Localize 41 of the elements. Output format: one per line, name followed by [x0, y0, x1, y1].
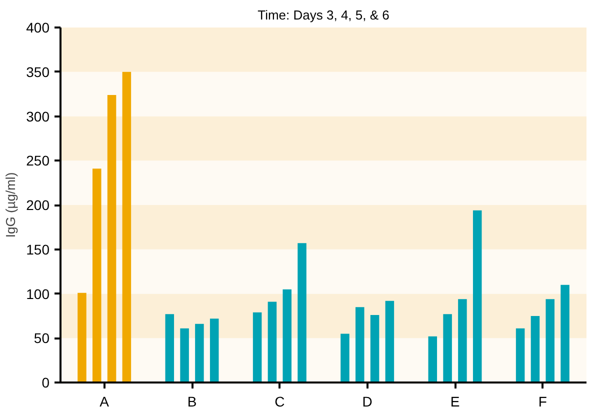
bar: [443, 314, 452, 382]
x-tick-label: B: [187, 394, 197, 410]
bar: [370, 315, 380, 382]
bar: [458, 299, 467, 382]
y-tick-label: 100: [26, 286, 50, 302]
bar: [195, 324, 204, 382]
bar: [268, 302, 277, 382]
bar: [210, 318, 219, 382]
bar: [78, 292, 86, 382]
x-tick-label: C: [274, 394, 285, 410]
bar: [560, 284, 570, 382]
bar: [282, 289, 292, 382]
x-tick-label: D: [362, 394, 372, 410]
bar: [340, 334, 350, 382]
y-tick-label: 400: [26, 20, 50, 36]
x-tick-label: A: [100, 394, 110, 410]
bar: [530, 316, 540, 382]
y-tick-label: 150: [26, 241, 50, 258]
x-tick-label: E: [450, 394, 460, 410]
bar: [385, 300, 394, 382]
y-tick-label: 300: [26, 108, 50, 124]
bar: [428, 336, 438, 382]
y-tick-label: 250: [26, 152, 50, 169]
bar: [472, 210, 482, 382]
bar: [122, 72, 132, 382]
y-tick-label: 200: [26, 197, 50, 213]
bar: [252, 312, 262, 382]
x-tick-label: F: [538, 394, 547, 410]
bar: [516, 328, 525, 382]
bar: [107, 94, 116, 382]
bar: [92, 168, 102, 382]
y-tick-label: 50: [34, 330, 50, 346]
bar: [546, 299, 554, 382]
bar: [298, 243, 306, 382]
y-tick-label: 350: [26, 64, 50, 80]
chart-title: Time: Days 3, 4, 5, & 6: [258, 8, 390, 22]
bar: [180, 328, 189, 382]
y-axis-title: IgG (µg/ml): [3, 172, 18, 238]
y-tick-label: 0: [42, 374, 50, 390]
bar: [165, 314, 174, 382]
bar: [356, 307, 364, 382]
